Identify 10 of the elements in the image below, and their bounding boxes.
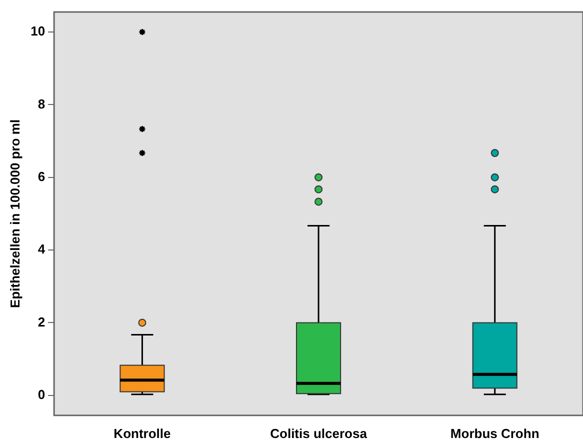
- x-tick-label: Kontrolle: [114, 426, 171, 441]
- y-tick-label: 2: [38, 314, 46, 330]
- y-tick-label: 8: [38, 96, 46, 112]
- x-tick-label: Morbus Crohn: [450, 426, 540, 441]
- y-tick-label: 0: [38, 386, 46, 402]
- y-tick-label: 10: [30, 24, 46, 39]
- y-axis-title: Epithelzellen in 100.000 pro ml: [7, 119, 22, 308]
- x-tick-label: Colitis ulcerosa: [270, 426, 368, 441]
- y-tick-label: 4: [38, 242, 46, 257]
- y-tick-label: 6: [38, 168, 46, 184]
